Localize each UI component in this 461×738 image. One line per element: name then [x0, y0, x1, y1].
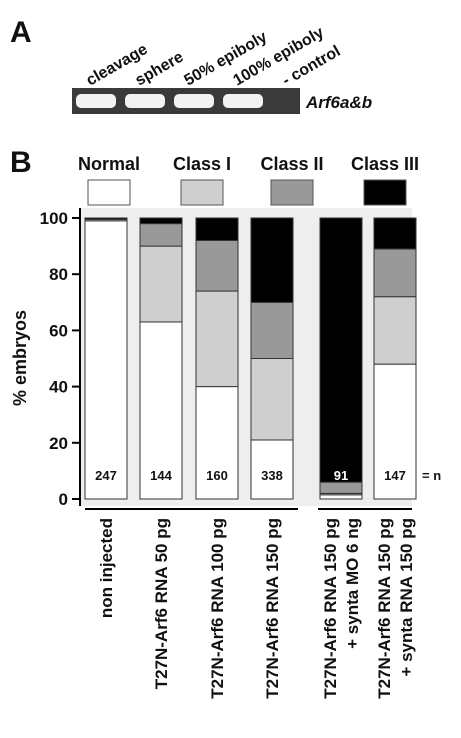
y-tick-label: 100 — [40, 209, 68, 228]
legend-label: Class II — [260, 154, 323, 174]
panel-label: B — [10, 146, 32, 179]
y-tick-label: 20 — [49, 434, 68, 453]
bar-segment — [374, 297, 416, 364]
x-tick-label: T27N-Arf6 RNA 100 pg — [208, 518, 227, 699]
n-label: 144 — [150, 468, 172, 483]
bar-segment — [251, 302, 293, 358]
bar-segment — [85, 221, 127, 499]
bar-segment — [320, 495, 362, 499]
y-tick-label: 60 — [49, 321, 68, 340]
n-label: 338 — [261, 468, 283, 483]
panel-label: A — [10, 16, 32, 49]
bar-segment — [374, 218, 416, 249]
bar-segment — [85, 218, 127, 219]
bar-segment — [196, 240, 238, 291]
bar-segment — [251, 359, 293, 440]
gel-band — [223, 94, 263, 108]
y-tick-label: 40 — [49, 378, 68, 397]
gene-label: Arf6a&b — [305, 93, 372, 112]
bar-segment — [196, 291, 238, 387]
legend-label: Class III — [351, 154, 419, 174]
y-tick-label: 80 — [49, 265, 68, 284]
bar-segment — [320, 218, 362, 482]
x-tick-label: T27N-Arf6 RNA 150 pg — [263, 518, 282, 699]
gel-band — [174, 94, 214, 108]
x-tick-label: T27N-Arf6 RNA 150 pg — [321, 518, 340, 699]
n-label: 247 — [95, 468, 117, 483]
legend-swatch — [271, 180, 313, 205]
y-axis-label: % embryos — [10, 310, 30, 406]
y-tick-label: 0 — [59, 490, 68, 509]
n-label: 91 — [334, 468, 348, 483]
bar-segment — [320, 482, 362, 493]
legend-label: Normal — [78, 154, 140, 174]
legend-swatch — [88, 180, 130, 205]
x-tick-label: T27N-Arf6 RNA 150 pg — [375, 518, 394, 699]
n-legend: = n — [422, 468, 441, 483]
x-tick-label: + synta MO 6 ng — [343, 518, 362, 649]
x-tick-label: non injected — [97, 518, 116, 618]
gel-band — [76, 94, 116, 108]
x-tick-label: T27N-Arf6 RNA 50 pg — [152, 518, 171, 689]
n-label: 147 — [384, 468, 406, 483]
legend-swatch — [181, 180, 223, 205]
gel-band — [125, 94, 165, 108]
figure: A Arf6a&b B cleavagesphere50% epiboly100… — [0, 0, 461, 738]
bar-segment — [251, 218, 293, 302]
bar-segment — [374, 249, 416, 297]
bar-segment — [140, 218, 182, 224]
legend-label: Class I — [173, 154, 231, 174]
bar-segment — [140, 246, 182, 322]
x-tick-label: + synta RNA 150 pg — [397, 518, 416, 677]
bar-segment — [196, 218, 238, 240]
n-label: 160 — [206, 468, 228, 483]
bar-segment — [140, 224, 182, 246]
legend-swatch — [364, 180, 406, 205]
